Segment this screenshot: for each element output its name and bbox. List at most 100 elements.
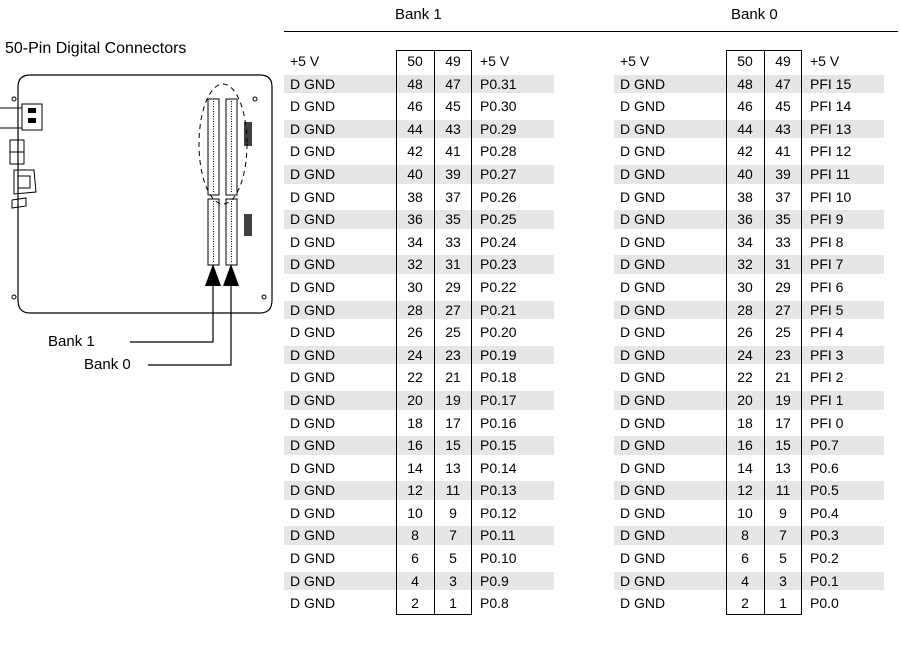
pin-number-odd: 17 — [775, 414, 791, 431]
signal-left: D GND — [290, 233, 336, 250]
pin-number-even: 32 — [737, 256, 753, 273]
pin-row: D GND 40 39 P0.27 — [284, 163, 554, 186]
pin-row: D GND 22 21 PFI 2 — [614, 366, 884, 389]
signal-left: +5 V — [620, 53, 650, 69]
signal-right: PFI 10 — [810, 188, 852, 205]
leader-line-bank0 — [148, 286, 232, 366]
pin-number-even: 8 — [741, 527, 749, 544]
pin-number-odd: 35 — [775, 211, 791, 228]
pin-number-odd: 43 — [445, 120, 461, 137]
row-background — [614, 526, 884, 546]
signal-right: P0.6 — [810, 459, 839, 476]
pin-number-odd: 29 — [775, 278, 791, 295]
pin-number-even: 10 — [737, 504, 753, 521]
pin-number-even: 16 — [407, 437, 423, 454]
pin-row: D GND 4 3 P0.1 — [614, 570, 884, 593]
pin-number-even: 26 — [407, 324, 423, 341]
signal-right: P0.17 — [480, 391, 517, 408]
pin-row: D GND 24 23 PFI 3 — [614, 344, 884, 367]
signal-right: P0.23 — [480, 256, 517, 273]
signal-right: P0.11 — [480, 527, 516, 544]
pin-number-odd: 19 — [775, 391, 791, 408]
signal-right: PFI 3 — [810, 346, 844, 363]
pin-row: D GND 30 29 PFI 6 — [614, 276, 884, 299]
signal-right: PFI 1 — [810, 391, 844, 408]
pin-number-odd: 9 — [779, 504, 787, 521]
signal-left: D GND — [620, 98, 666, 115]
signal-right: PFI 9 — [810, 211, 844, 228]
pin-number-odd: 49 — [775, 53, 791, 69]
pin-row: D GND 6 5 P0.2 — [614, 547, 884, 570]
row-background — [284, 300, 554, 320]
signal-right: P0.7 — [810, 437, 839, 454]
signal-right: P0.27 — [480, 165, 517, 182]
pin-number-odd: 21 — [445, 369, 461, 386]
pin-number-odd: 5 — [779, 550, 787, 567]
pin-row: D GND 26 25 P0.20 — [284, 321, 554, 344]
signal-right: P0.2 — [810, 550, 839, 567]
signal-right: +5 V — [480, 53, 510, 69]
signal-right: P0.0 — [810, 595, 839, 612]
row-background — [614, 436, 884, 455]
pin-number-even: 40 — [407, 165, 423, 182]
signal-right: P0.12 — [480, 504, 517, 521]
arrow-bank0-icon — [223, 264, 239, 286]
row-background — [614, 119, 884, 139]
signal-left: D GND — [290, 572, 336, 589]
pin-row: D GND 2 1 P0.8 — [284, 592, 554, 615]
signal-left: D GND — [290, 459, 336, 476]
pin-number-odd: 49 — [445, 53, 461, 69]
pin-number-odd: 33 — [775, 233, 791, 250]
pin-number-even: 46 — [407, 98, 423, 115]
pin-number-even: 32 — [407, 256, 423, 273]
signal-right: P0.3 — [810, 527, 839, 544]
pin-row: D GND 10 9 P0.12 — [284, 502, 554, 525]
signal-left: D GND — [290, 120, 336, 137]
pin-row: D GND 18 17 PFI 0 — [614, 412, 884, 435]
signal-right: PFI 13 — [810, 120, 852, 137]
row-background — [284, 436, 554, 455]
pin-number-even: 40 — [737, 165, 753, 182]
highlight-ellipse — [198, 83, 248, 205]
pin-number-odd: 13 — [775, 459, 791, 476]
chip-icon — [244, 122, 252, 146]
pin-box-divider — [434, 50, 435, 615]
edge-connector-icon — [0, 107, 23, 129]
edge-component-icon — [13, 169, 37, 195]
pin-number-odd: 31 — [775, 256, 791, 273]
pin-row: D GND 14 13 P0.6 — [614, 457, 884, 480]
row-background — [284, 481, 554, 500]
signal-right: P0.22 — [480, 278, 517, 295]
pin-box-divider — [764, 50, 765, 615]
pin-number-even: 50 — [737, 53, 753, 69]
signal-left: D GND — [620, 459, 666, 476]
pin-number-even: 12 — [407, 482, 423, 499]
pin-number-even: 12 — [737, 482, 753, 499]
pin-number-even: 6 — [411, 550, 419, 567]
signal-left: D GND — [620, 143, 666, 160]
signal-left: D GND — [290, 188, 336, 205]
pin-number-odd: 17 — [445, 414, 461, 431]
signal-left: D GND — [290, 369, 336, 386]
board-diagram — [0, 74, 273, 366]
signal-left: D GND — [620, 482, 666, 499]
row-background — [614, 255, 884, 274]
pin-number-even: 24 — [737, 346, 753, 363]
row-background — [614, 481, 884, 500]
signal-left: D GND — [290, 595, 336, 612]
pin-number-odd: 3 — [779, 572, 787, 589]
pin-number-even: 4 — [411, 572, 419, 589]
pin-number-even: 48 — [737, 75, 753, 92]
pin-row: D GND 8 7 P0.3 — [614, 524, 884, 547]
signal-left: D GND — [290, 346, 336, 363]
signal-right: PFI 5 — [810, 301, 844, 318]
pin-row: D GND 38 37 P0.26 — [284, 186, 554, 209]
pin-number-odd: 47 — [445, 75, 461, 92]
pin-row: D GND 14 13 P0.14 — [284, 457, 554, 480]
pin-row: D GND 34 33 PFI 8 — [614, 231, 884, 254]
pin-number-even: 30 — [407, 278, 423, 295]
signal-right: PFI 8 — [810, 233, 844, 250]
signal-left: D GND — [290, 98, 336, 115]
